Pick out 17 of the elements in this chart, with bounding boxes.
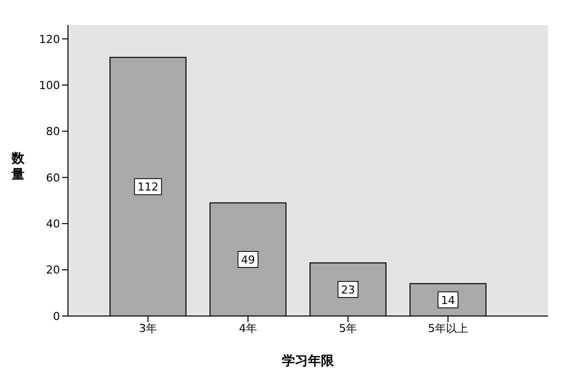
y-tick-label: 120: [39, 32, 60, 46]
x-tick-label: 5年: [339, 322, 357, 335]
y-tick-label: 60: [46, 171, 60, 184]
y-tick-label: 40: [46, 218, 60, 231]
data-label: 49: [241, 253, 255, 266]
x-axis-title: 学习年限: [282, 354, 335, 369]
data-label: 14: [441, 294, 455, 307]
y-tick-label: 80: [46, 125, 60, 138]
y-axis-title: 数量: [10, 152, 26, 182]
data-label: 23: [341, 283, 355, 296]
y-tick-label: 0: [53, 310, 60, 323]
x-tick-label: 3年: [139, 322, 157, 335]
x-tick-label: 5年以上: [428, 322, 468, 335]
y-tick-label: 20: [46, 264, 60, 277]
data-label: 112: [138, 180, 158, 194]
y-tick-label: 100: [39, 78, 60, 92]
x-tick-label: 4年: [239, 322, 257, 335]
